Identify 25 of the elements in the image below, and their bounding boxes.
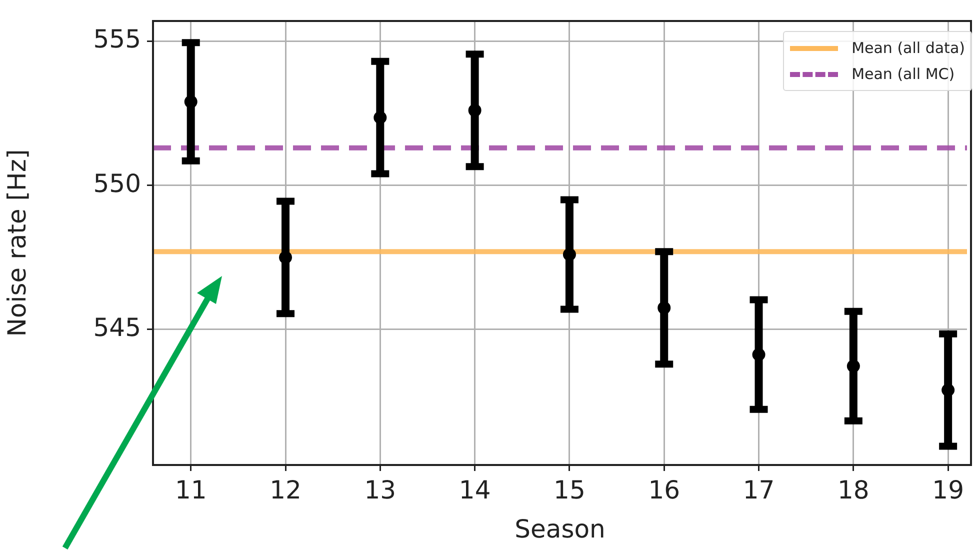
- y-tick-label: 555: [93, 24, 141, 54]
- point: [468, 104, 482, 117]
- x-tick-label: 13: [364, 476, 396, 504]
- point: [184, 95, 198, 108]
- x-tick-label: 11: [174, 476, 207, 504]
- x-axis-title: Season: [514, 514, 606, 544]
- point: [279, 250, 292, 264]
- point: [658, 301, 671, 314]
- legend-label: Mean (all MC): [852, 65, 955, 83]
- y-tick-label: 550: [93, 168, 141, 198]
- x-tick-label: 15: [554, 476, 586, 504]
- legend-label: Mean (all data): [852, 39, 965, 57]
- y-tick-label: 545: [93, 312, 141, 342]
- point: [942, 384, 955, 397]
- x-tick-label: 12: [270, 476, 302, 504]
- x-tick-label: 14: [458, 476, 491, 504]
- point: [752, 348, 766, 362]
- point: [562, 248, 576, 262]
- x-tick-label: 19: [932, 476, 964, 504]
- x-tick-label: 18: [838, 476, 870, 504]
- x-tick-label: 17: [742, 476, 775, 504]
- x-tick-label: 16: [648, 476, 680, 504]
- point: [846, 360, 860, 373]
- y-axis-title: Noise rate [Hz]: [2, 149, 32, 337]
- point: [374, 111, 387, 124]
